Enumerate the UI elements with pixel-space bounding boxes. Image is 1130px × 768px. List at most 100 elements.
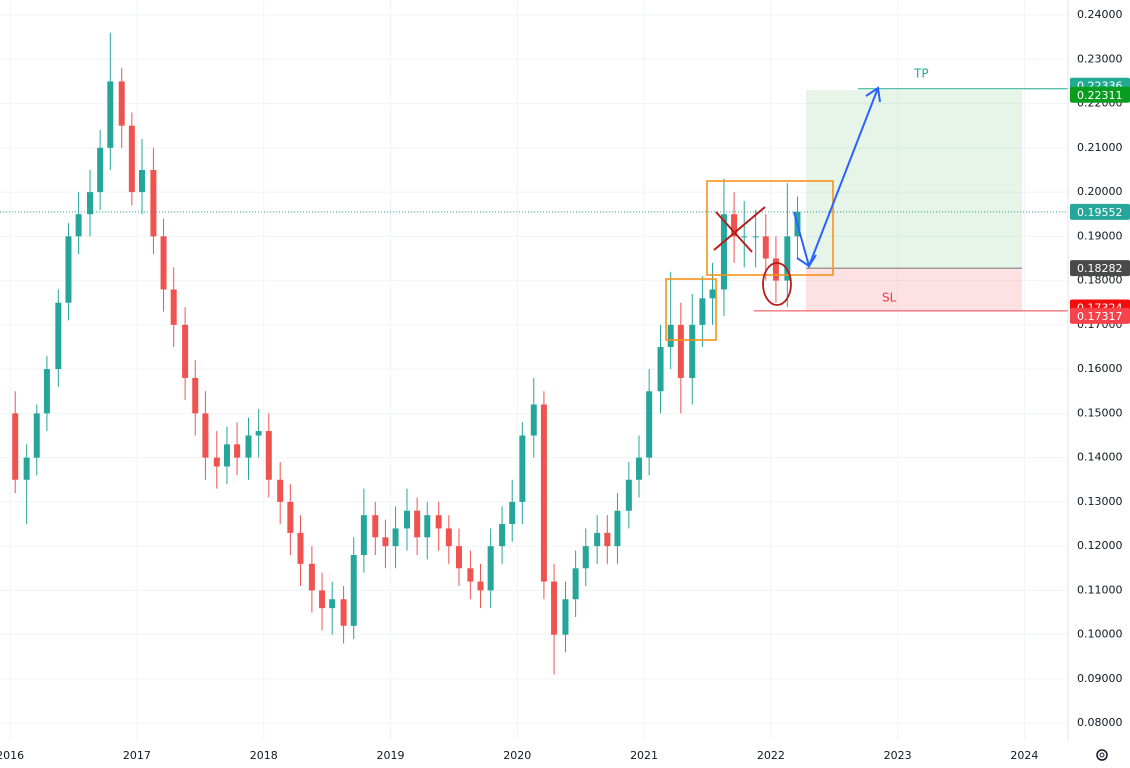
candle-body — [392, 528, 399, 547]
x-tick-label: 2022 — [757, 749, 785, 762]
candle-body — [784, 236, 791, 281]
candle-body — [646, 391, 653, 458]
candle-body — [455, 546, 462, 569]
candle-body — [752, 236, 759, 238]
candle-body — [372, 515, 379, 538]
candle-body — [360, 515, 367, 555]
loss-zone — [806, 268, 1022, 311]
y-tick-label: 0.24000 — [1077, 8, 1123, 21]
candle-body — [540, 404, 547, 582]
candle-body — [12, 413, 19, 480]
y-tick-label: 0.19000 — [1077, 229, 1123, 242]
price-label-bg — [1070, 307, 1130, 324]
candle-body — [287, 501, 294, 533]
y-tick-label: 0.10000 — [1077, 628, 1123, 641]
settings-icon[interactable] — [1096, 749, 1108, 761]
sl-label: SL — [882, 291, 897, 305]
candle-body — [403, 510, 410, 529]
y-tick-label: 0.23000 — [1077, 52, 1123, 65]
y-tick-label: 0.15000 — [1077, 406, 1123, 419]
candle-body — [65, 236, 72, 303]
candle-body — [636, 457, 642, 480]
candle-body — [487, 546, 494, 591]
y-tick-label: 0.20000 — [1077, 185, 1123, 198]
candle-body — [667, 324, 674, 347]
candle-body — [75, 214, 82, 237]
tp-label: TP — [913, 67, 929, 81]
candle-body — [720, 214, 727, 290]
candle-body — [562, 599, 569, 635]
candle-body — [467, 568, 474, 582]
candle-body — [319, 590, 326, 609]
candle-body — [223, 444, 230, 467]
y-tick-label: 0.11000 — [1077, 583, 1123, 596]
candle-body — [731, 214, 738, 237]
candle-body — [350, 555, 357, 626]
profit-zone — [806, 89, 1022, 269]
candle-body — [170, 289, 177, 325]
candle-body — [677, 324, 684, 378]
price-label: 0.22311 — [1077, 89, 1123, 102]
x-tick-label: 2018 — [250, 749, 278, 762]
candle-body — [625, 479, 632, 511]
price-label: 0.18282 — [1077, 262, 1123, 275]
candle-body — [160, 236, 167, 290]
x-tick-label: 2023 — [884, 749, 912, 762]
candle-body — [499, 524, 506, 547]
candle-body — [604, 532, 611, 547]
candle-body — [213, 457, 220, 467]
price-label-bg — [1070, 86, 1130, 103]
candle-body — [594, 532, 601, 547]
y-tick-label: 0.16000 — [1077, 362, 1123, 375]
price-label-bg — [1070, 260, 1130, 277]
price-label: 0.19552 — [1077, 206, 1123, 219]
x-tick-label: 2020 — [503, 749, 531, 762]
x-tick-label: 2024 — [1010, 749, 1038, 762]
candle-body — [43, 369, 50, 414]
y-tick-label: 0.21000 — [1077, 141, 1123, 154]
candle-body — [530, 404, 537, 436]
candle-body — [265, 431, 272, 480]
candle-body — [297, 532, 304, 564]
candle-body — [741, 236, 748, 238]
candle-body — [87, 192, 94, 215]
candle-body — [128, 125, 135, 193]
candle-body — [182, 324, 189, 378]
candle-body — [202, 413, 209, 458]
candle-body — [709, 289, 716, 299]
candle-body — [192, 377, 199, 414]
candle-body — [762, 236, 769, 259]
x-tick-label: 2017 — [123, 749, 151, 762]
candle-body — [414, 510, 421, 538]
candle-body — [572, 568, 579, 600]
candle-body — [699, 298, 706, 325]
candle-body — [23, 457, 30, 480]
candle-body — [329, 599, 336, 609]
x-tick-label: 2016 — [0, 749, 24, 762]
cross — [713, 206, 766, 251]
circle — [762, 262, 792, 306]
candle-body — [33, 413, 40, 458]
candle-body — [308, 563, 315, 591]
candle-body — [689, 324, 696, 378]
candle-body — [97, 147, 104, 193]
y-tick-label: 0.13000 — [1077, 495, 1123, 508]
candle-body — [657, 346, 664, 392]
x-tick-label: 2019 — [377, 749, 405, 762]
candle-body — [382, 537, 389, 547]
candle-body — [139, 169, 145, 193]
drawings: TP SL — [665, 67, 929, 341]
candle-body — [772, 258, 779, 281]
candle-body — [234, 444, 241, 458]
box — [706, 180, 834, 276]
candle-body — [245, 435, 252, 458]
candle-body — [277, 479, 284, 502]
candle-body — [477, 581, 484, 591]
candle-body — [551, 581, 558, 635]
candle-body — [445, 528, 452, 547]
price-label-bg — [1070, 203, 1130, 220]
y-tick-label: 0.12000 — [1077, 539, 1123, 552]
candle-body — [150, 169, 157, 237]
candle-body — [614, 510, 621, 547]
candle-body — [519, 435, 526, 502]
